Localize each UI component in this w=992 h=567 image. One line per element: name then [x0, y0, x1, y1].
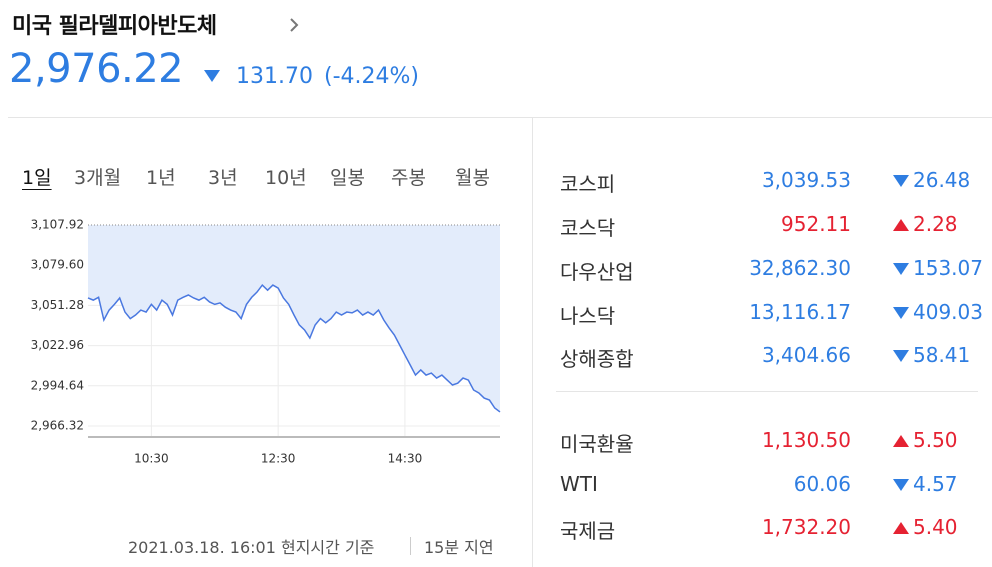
chart: 2,966.32 2,994.64 3,022.96 3,051.28 3,079.60… [31, 218, 501, 466]
price-line [87, 283, 501, 413]
separator [410, 537, 411, 555]
market-value: 32,862.30 [749, 256, 851, 280]
direction-arrow [204, 70, 220, 82]
direction-arrow [893, 219, 909, 231]
market-name[interactable]: 코스닥 [560, 216, 616, 240]
period-tab[interactable]: 3개월 [74, 167, 122, 189]
change: 131.70 [236, 64, 313, 89]
period-tab[interactable]: 주봉 [391, 167, 426, 189]
area-fill [88, 225, 500, 412]
chevron-icon[interactable] [288, 17, 300, 33]
period-tab[interactable]: 1년 [146, 167, 176, 189]
market-value: 1,130.50 [761, 428, 851, 452]
market-name[interactable]: 미국환율 [560, 432, 634, 456]
direction-arrow [893, 175, 909, 187]
timestamp: 2021.03.18. 16:01 현지시간 기준 [128, 538, 375, 557]
period-tab[interactable]: 월봉 [455, 167, 490, 189]
market-value: 3,404.66 [761, 343, 851, 367]
market-value: 13,116.17 [749, 300, 851, 324]
y-tick-label: 2,994.64 [31, 378, 84, 392]
market-change: 409.03 [913, 300, 983, 324]
change-percent: (-4.24%) [324, 64, 419, 89]
direction-arrow [893, 307, 909, 319]
x-tick-label: 12:30 [261, 452, 296, 466]
y-tick-label: 3,107.92 [31, 218, 84, 232]
period-tab[interactable]: 10년 [265, 167, 307, 189]
y-tick-label: 3,022.96 [31, 338, 84, 352]
market-change: 2.28 [913, 212, 958, 236]
market-change: 4.57 [913, 472, 958, 496]
market-name[interactable]: 상해종합 [560, 347, 634, 371]
delay-note: 15분 지연 [424, 538, 494, 557]
period-tab[interactable]: 1일 [22, 167, 52, 189]
market-change: 153.07 [913, 256, 983, 280]
market-name[interactable]: WTI [560, 472, 598, 496]
market-value: 1,732.20 [761, 515, 851, 539]
market-change: 26.48 [913, 168, 971, 192]
market-name[interactable]: 국제금 [560, 519, 616, 543]
market-change: 5.50 [913, 428, 958, 452]
divider [556, 391, 978, 392]
period-tab[interactable]: 일봉 [330, 167, 365, 189]
direction-arrow [893, 479, 909, 491]
direction-arrow [893, 435, 909, 447]
market-value: 3,039.53 [761, 168, 851, 192]
market-name[interactable]: 코스피 [560, 172, 616, 196]
divider [8, 117, 992, 118]
direction-arrow [893, 350, 909, 362]
divider [532, 117, 533, 567]
y-tick-label: 3,051.28 [31, 298, 84, 312]
index-title[interactable]: 미국 필라델피아반도체 [12, 14, 217, 39]
y-tick-label: 3,079.60 [31, 258, 84, 272]
market-change: 58.41 [913, 343, 971, 367]
period-tab[interactable]: 3년 [208, 167, 238, 189]
direction-arrow [893, 263, 909, 275]
x-tick-label: 10:30 [134, 452, 169, 466]
price: 2,976.22 [9, 46, 184, 92]
direction-arrow [893, 522, 909, 534]
market-value: 60.06 [793, 472, 851, 496]
market-value: 952.11 [781, 212, 851, 236]
x-tick-label: 14:30 [388, 452, 423, 466]
market-name[interactable]: 나스닥 [560, 304, 616, 328]
y-tick-label: 2,966.32 [31, 418, 84, 432]
market-name[interactable]: 다우산업 [560, 260, 634, 284]
market-change: 5.40 [913, 515, 958, 539]
